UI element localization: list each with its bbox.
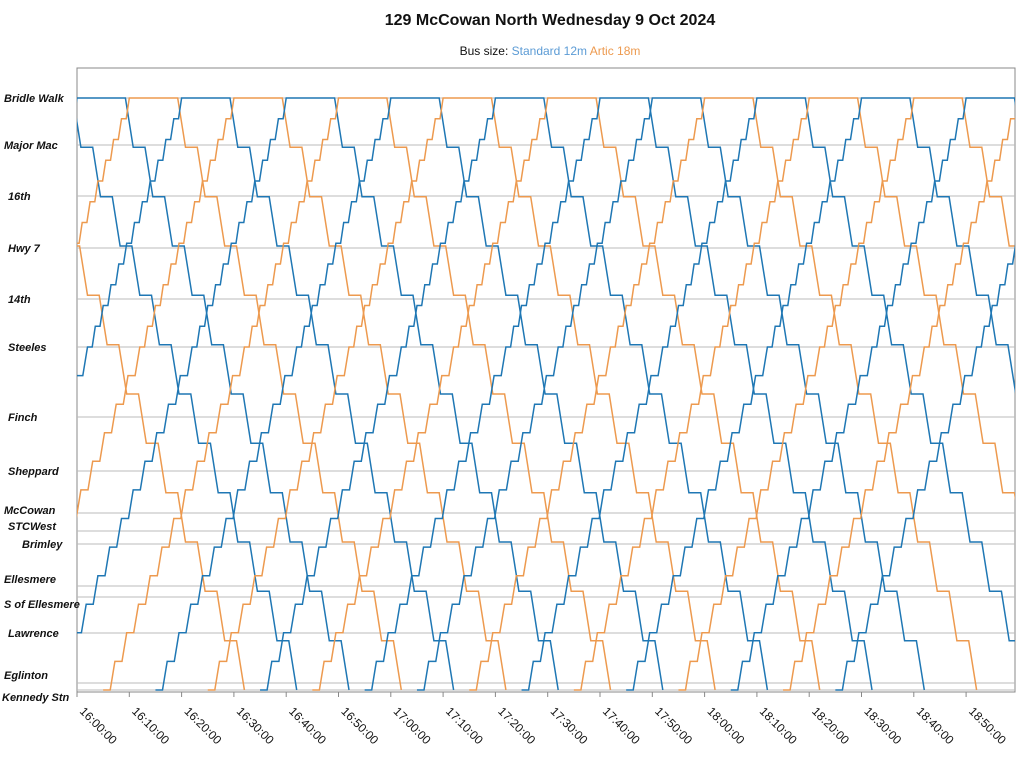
- y-tick-label: 16th: [8, 191, 31, 203]
- x-tick-label: 16:40:00: [286, 704, 329, 747]
- x-tick-label: 17:50:00: [652, 704, 695, 747]
- trip-line: [155, 97, 664, 691]
- legend-standard: Standard 12m: [511, 44, 588, 58]
- trip-line: [573, 97, 1015, 691]
- trip-line: [77, 245, 246, 691]
- trip-line: [364, 97, 873, 691]
- y-tick-label: Lawrence: [8, 628, 59, 640]
- x-tick-label: 17:40:00: [600, 704, 643, 747]
- trip-line: [626, 97, 1015, 691]
- x-tick-label: 18:00:00: [704, 704, 747, 747]
- x-tick-label: 18:20:00: [809, 704, 852, 747]
- trip-line: [77, 117, 298, 691]
- x-tick-label: 16:10:00: [129, 704, 172, 747]
- trip-line: [260, 97, 769, 691]
- x-tick-label: 18:50:00: [966, 704, 1009, 747]
- chart-title: 129 McCowan North Wednesday 9 Oct 2024: [384, 12, 716, 29]
- x-tick-label: 17:10:00: [443, 704, 486, 747]
- x-tick-label: 16:50:00: [338, 704, 381, 747]
- trip-line: [469, 97, 978, 691]
- trip-line: [783, 115, 1015, 691]
- x-tick-label: 17:30:00: [548, 704, 591, 747]
- x-tick-label: 16:00:00: [77, 704, 120, 747]
- x-tick-label: 17:00:00: [391, 704, 434, 747]
- x-tick-label: 18:30:00: [861, 704, 904, 747]
- legend: Bus size: Standard 12m Artic 18m: [0, 44, 1024, 58]
- x-tick-label: 16:30:00: [234, 704, 277, 747]
- y-tick-label: Ellesmere: [4, 574, 56, 586]
- y-tick-label: 14th: [8, 294, 31, 306]
- y-tick-label: Bridle Walk: [4, 93, 65, 105]
- y-tick-label: McCowan: [4, 505, 56, 517]
- y-tick-label: Eglinton: [4, 670, 48, 682]
- trip-line: [77, 97, 350, 691]
- x-tick-label: 18:40:00: [914, 704, 957, 747]
- trip-line: [730, 97, 1015, 691]
- y-tick-label: Sheppard: [8, 466, 59, 478]
- trip-line: [77, 97, 455, 691]
- trip-line: [207, 97, 716, 691]
- legend-label: Bus size:: [459, 44, 509, 58]
- trip-line: [103, 97, 612, 691]
- y-tick-label: Kennedy Stn: [2, 692, 70, 704]
- trip-line: [835, 243, 1015, 691]
- trip-line: [416, 97, 926, 691]
- y-tick-label: Brimley: [22, 539, 63, 551]
- trip-line: [77, 97, 559, 691]
- y-tick-label: Steeles: [8, 342, 47, 354]
- trip-line: [521, 97, 1015, 691]
- y-tick-label: Finch: [8, 412, 38, 424]
- legend-artic: Artic 18m: [589, 44, 641, 58]
- trip-line: [312, 97, 821, 691]
- x-tick-label: 16:20:00: [181, 704, 224, 747]
- trip-line: [77, 97, 507, 691]
- y-tick-label: S of Ellesmere: [4, 599, 80, 611]
- x-tick-label: 17:20:00: [495, 704, 538, 747]
- trip-line: [678, 97, 1015, 691]
- y-tick-label: Major Mac: [4, 140, 58, 152]
- trip-line: [77, 97, 403, 691]
- y-tick-label: Hwy 7: [8, 243, 41, 255]
- x-tick-label: 18:10:00: [757, 704, 800, 747]
- y-tick-label: STCWest: [8, 521, 57, 533]
